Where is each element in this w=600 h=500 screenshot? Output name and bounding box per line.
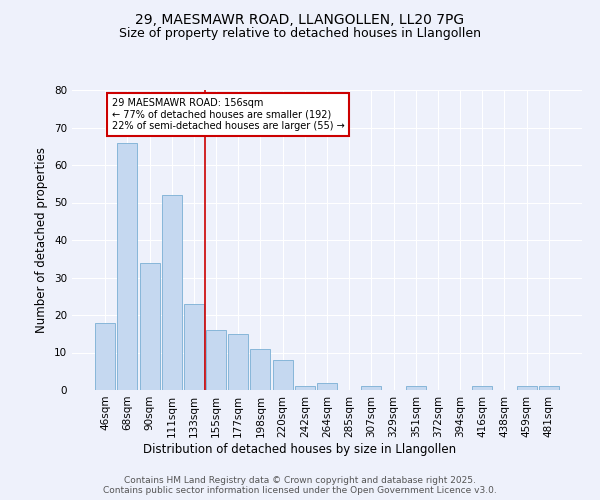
Bar bbox=[295, 386, 315, 390]
Bar bbox=[162, 195, 182, 390]
Bar bbox=[206, 330, 226, 390]
Bar bbox=[184, 304, 204, 390]
Bar bbox=[118, 142, 137, 390]
Bar bbox=[539, 386, 559, 390]
Bar bbox=[517, 386, 536, 390]
Bar bbox=[472, 386, 492, 390]
Bar bbox=[250, 349, 271, 390]
Bar bbox=[317, 382, 337, 390]
Text: Distribution of detached houses by size in Llangollen: Distribution of detached houses by size … bbox=[143, 442, 457, 456]
Bar bbox=[272, 360, 293, 390]
Text: 29, MAESMAWR ROAD, LLANGOLLEN, LL20 7PG: 29, MAESMAWR ROAD, LLANGOLLEN, LL20 7PG bbox=[136, 12, 464, 26]
Bar bbox=[406, 386, 426, 390]
Bar bbox=[361, 386, 382, 390]
Text: Size of property relative to detached houses in Llangollen: Size of property relative to detached ho… bbox=[119, 28, 481, 40]
Y-axis label: Number of detached properties: Number of detached properties bbox=[35, 147, 49, 333]
Text: Contains public sector information licensed under the Open Government Licence v3: Contains public sector information licen… bbox=[103, 486, 497, 495]
Bar bbox=[95, 322, 115, 390]
Bar bbox=[228, 334, 248, 390]
Text: Contains HM Land Registry data © Crown copyright and database right 2025.: Contains HM Land Registry data © Crown c… bbox=[124, 476, 476, 485]
Text: 29 MAESMAWR ROAD: 156sqm
← 77% of detached houses are smaller (192)
22% of semi-: 29 MAESMAWR ROAD: 156sqm ← 77% of detach… bbox=[112, 98, 344, 130]
Bar bbox=[140, 262, 160, 390]
